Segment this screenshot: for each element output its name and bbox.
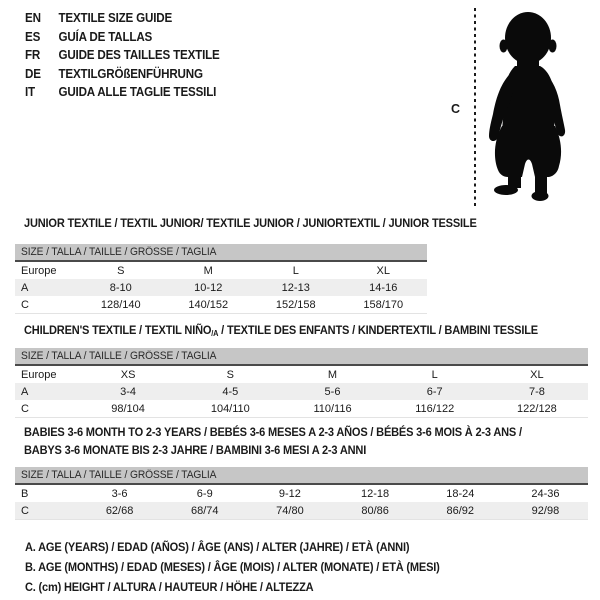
measurement-legend: A. AGE (YEARS) / EDAD (AÑOS) / ÂGE (ANS)… bbox=[25, 537, 476, 597]
size-cell: XL bbox=[376, 264, 390, 277]
months-cell: 24-36 bbox=[531, 487, 560, 500]
size-cell: L bbox=[431, 368, 438, 381]
row-label: B bbox=[21, 487, 29, 500]
age-cell: 6-7 bbox=[426, 385, 443, 398]
row-label: C bbox=[21, 402, 29, 415]
legend-line-a: A. AGE (YEARS) / EDAD (AÑOS) / ÂGE (ANS)… bbox=[25, 540, 410, 554]
legend-line-b: B. AGE (MONTHS) / EDAD (MESES) / ÂGE (MO… bbox=[25, 560, 440, 574]
months-cell: 3-6 bbox=[111, 487, 128, 500]
children-title-post: / TEXTILE DES ENFANTS / KINDERTEXTIL / B… bbox=[218, 323, 538, 337]
row-label: A bbox=[21, 281, 29, 294]
babies-section-title: BABIES 3-6 MONTH TO 2-3 YEARS / BEBÉS 3-… bbox=[24, 423, 522, 459]
language-row-fr: FR GUIDE DES TAILLES TEXTILE bbox=[25, 46, 220, 65]
height-cell: 62/68 bbox=[105, 504, 134, 517]
size-table-header-bar: SIZE / TALLA / TAILLE / GRÖSSE / TAGLIA bbox=[15, 244, 427, 262]
language-label: TEXTILE SIZE GUIDE bbox=[58, 11, 173, 26]
age-cell: 10-12 bbox=[194, 281, 223, 294]
row-label: A bbox=[21, 385, 29, 398]
size-table-header-bar: SIZE / TALLA / TAILLE / GRÖSSE / TAGLIA bbox=[15, 348, 588, 366]
language-label: GUIDA ALLE TAGLIE TESSILI bbox=[58, 85, 217, 100]
height-cell: 122/128 bbox=[517, 402, 557, 415]
age-cell: 8-10 bbox=[109, 281, 132, 294]
language-label: TEXTILGRÖßENFÜHRUNG bbox=[58, 66, 203, 81]
size-table-header-bar: SIZE / TALLA / TAILLE / GRÖSSE / TAGLIA bbox=[15, 467, 588, 485]
height-cell: 80/86 bbox=[361, 504, 389, 517]
junior-size-table: SIZE / TALLA / TAILLE / GRÖSSE / TAGLIA … bbox=[15, 244, 427, 314]
height-cell: 92/98 bbox=[531, 504, 560, 517]
size-cell: L bbox=[292, 264, 299, 277]
height-cell: 116/122 bbox=[415, 402, 455, 415]
height-cell: 152/158 bbox=[275, 298, 316, 311]
language-row-en: EN TEXTILE SIZE GUIDE bbox=[25, 9, 220, 28]
size-header-label: SIZE / TALLA / TAILLE / GRÖSSE / TAGLIA bbox=[21, 469, 217, 481]
language-label: GUIDE DES TAILLES TEXTILE bbox=[58, 48, 220, 63]
height-cell: 140/152 bbox=[188, 298, 229, 311]
age-cell: 7-8 bbox=[528, 385, 545, 398]
size-cell: M bbox=[327, 368, 338, 381]
size-cell: XS bbox=[120, 368, 136, 381]
babies-title-line1: BABIES 3-6 MONTH TO 2-3 YEARS / BEBÉS 3-… bbox=[24, 425, 522, 439]
months-cell: 9-12 bbox=[278, 487, 301, 500]
legend-line-c: C. (cm) HEIGHT / ALTURA / HAUTEUR / HÖHE… bbox=[25, 580, 314, 594]
toddler-silhouette-icon bbox=[489, 12, 566, 201]
language-label: GUÍA DE TALLAS bbox=[58, 29, 153, 44]
height-cell: 110/116 bbox=[313, 402, 352, 415]
height-cell: 104/110 bbox=[210, 402, 250, 415]
height-cell: 68/74 bbox=[190, 504, 219, 517]
table-row-height: C 98/104 104/110 110/116 116/122 122/128 bbox=[15, 400, 588, 417]
babies-title-line2: BABYS 3-6 MONATE BIS 2-3 JAHRE / BAMBINI… bbox=[24, 443, 367, 457]
children-size-table: SIZE / TALLA / TAILLE / GRÖSSE / TAGLIA … bbox=[15, 348, 588, 418]
height-cell: 86/92 bbox=[446, 504, 475, 517]
row-label: C bbox=[21, 504, 29, 517]
row-label: Europe bbox=[21, 264, 57, 277]
language-row-it: IT GUIDA ALLE TAGLIE TESSILI bbox=[25, 83, 220, 102]
junior-section-title: JUNIOR TEXTILE / TEXTIL JUNIOR/ TEXTILE … bbox=[24, 216, 477, 230]
height-cell: 128/140 bbox=[100, 298, 141, 311]
table-row-europe: Europe S M L XL bbox=[15, 262, 427, 279]
language-row-de: DE TEXTILGRÖßENFÜHRUNG bbox=[25, 65, 220, 84]
months-cell: 6-9 bbox=[196, 487, 213, 500]
language-title-list: EN TEXTILE SIZE GUIDE ES GUÍA DE TALLAS … bbox=[25, 9, 234, 102]
age-cell: 5-6 bbox=[324, 385, 341, 398]
measure-c-label: C bbox=[451, 102, 461, 116]
age-cell: 14-16 bbox=[369, 281, 398, 294]
months-cell: 18-24 bbox=[446, 487, 475, 500]
age-cell: 3-4 bbox=[120, 385, 137, 398]
size-cell: S bbox=[226, 368, 234, 381]
children-title-subscript: /A bbox=[211, 329, 219, 338]
size-header-label: SIZE / TALLA / TAILLE / GRÖSSE / TAGLIA bbox=[21, 350, 217, 362]
size-cell: M bbox=[203, 264, 213, 277]
row-label: Europe bbox=[21, 368, 57, 381]
size-cell: S bbox=[117, 264, 125, 277]
language-code: DE bbox=[25, 66, 41, 81]
height-cell: 158/170 bbox=[363, 298, 404, 311]
height-cell: 98/104 bbox=[111, 402, 145, 415]
children-title-pre: CHILDREN'S TEXTILE / TEXTIL NIÑO bbox=[24, 323, 212, 337]
table-row-age: A 3-4 4-5 5-6 6-7 7-8 bbox=[15, 383, 588, 400]
table-row-months: B 3-6 6-9 9-12 12-18 18-24 24-36 bbox=[15, 485, 588, 502]
table-row-age: A 8-10 10-12 12-13 14-16 bbox=[15, 279, 427, 296]
months-cell: 12-18 bbox=[361, 487, 390, 500]
age-cell: 12-13 bbox=[281, 281, 310, 294]
babies-size-table: SIZE / TALLA / TAILLE / GRÖSSE / TAGLIA … bbox=[15, 467, 588, 520]
language-code: ES bbox=[25, 29, 41, 44]
age-cell: 4-5 bbox=[222, 385, 239, 398]
children-section-title: CHILDREN'S TEXTILE / TEXTIL NIÑO/A / TEX… bbox=[24, 321, 538, 343]
language-code: FR bbox=[25, 48, 41, 63]
language-code: IT bbox=[25, 85, 35, 100]
height-cell: 74/80 bbox=[276, 504, 304, 517]
table-row-height: C 128/140 140/152 152/158 158/170 bbox=[15, 296, 427, 313]
row-label: C bbox=[21, 298, 29, 311]
table-row-europe: Europe XS S M L XL bbox=[15, 366, 588, 383]
table-row-height: C 62/68 68/74 74/80 80/86 86/92 92/98 bbox=[15, 502, 588, 519]
size-header-label: SIZE / TALLA / TAILLE / GRÖSSE / TAGLIA bbox=[21, 246, 217, 258]
language-code: EN bbox=[25, 11, 41, 26]
language-row-es: ES GUÍA DE TALLAS bbox=[25, 28, 220, 47]
size-cell: XL bbox=[530, 368, 544, 381]
height-measure-dotted-line bbox=[474, 8, 476, 208]
